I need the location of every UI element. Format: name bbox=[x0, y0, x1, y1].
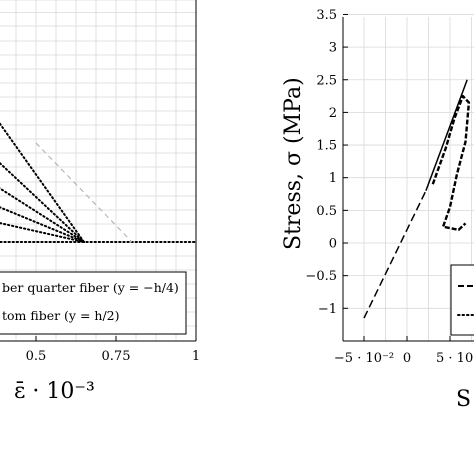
left-x-ticks: 0.5 0.75 1 bbox=[26, 336, 200, 364]
right-y-tick-label-8: 3 bbox=[329, 41, 337, 56]
left-series-line-2 bbox=[0, 187, 85, 243]
left-x-tick-label-0: 0.5 bbox=[26, 349, 47, 364]
right-x-tick-label-2: 5 · 10⁻ bbox=[436, 351, 474, 366]
left-series-line-4 bbox=[0, 222, 85, 243]
left-legend-label-2: tom fiber (y = h/2) bbox=[2, 308, 120, 323]
right-x-ticks: −5 · 10⁻² 0 5 · 10⁻ bbox=[334, 336, 474, 366]
right-y-tick-label-3: 0.5 bbox=[316, 204, 337, 219]
left-series-line-1 bbox=[0, 161, 85, 243]
left-legend-label-1: ber quarter fiber (y = −h/4) bbox=[2, 280, 179, 295]
right-series-line-1 bbox=[425, 79, 468, 192]
right-series-line-2 bbox=[431, 94, 471, 232]
right-y-ticks: −1 −0.5 0 0.5 1 1.5 2 2.5 3 3.5 bbox=[305, 8, 348, 317]
left-x-tick-label-1: 0.75 bbox=[102, 349, 131, 364]
right-y-tick-label-2: 0 bbox=[329, 237, 337, 252]
right-legend bbox=[450, 264, 474, 336]
right-y-tick-label-5: 1.5 bbox=[316, 139, 337, 154]
right-y-tick-label-1: −0.5 bbox=[305, 269, 337, 284]
left-series-line-6 bbox=[35, 142, 133, 243]
right-y-tick-label-0: −1 bbox=[318, 302, 337, 317]
left-series-line-3 bbox=[0, 206, 85, 243]
right-y-tick-label-6: 2 bbox=[329, 106, 337, 121]
right-y-tick-label-4: 1 bbox=[329, 171, 337, 186]
right-series bbox=[363, 79, 471, 319]
left-legend-box bbox=[0, 271, 187, 335]
right-y-tick-label-7: 2.5 bbox=[316, 73, 337, 88]
right-series-line-0 bbox=[363, 190, 427, 319]
right-x-tick-label-0: −5 · 10⁻² bbox=[334, 351, 394, 366]
left-chart: 0.5 0.75 1 ber quarter fiber (y = −h/4) to… bbox=[0, 0, 200, 404]
left-x-axis-label: ε̄ · 10⁻³ bbox=[14, 379, 95, 404]
right-chart: −1 −0.5 0 0.5 1 1.5 2 2.5 3 3.5 −5 · 10⁻² 0 5 · 10⁻… bbox=[281, 8, 474, 412]
right-x-tick-label-1: 0 bbox=[403, 351, 411, 366]
right-legend-box bbox=[450, 264, 474, 336]
right-y-axis-label: Stress, σ (MPa) bbox=[281, 77, 306, 250]
left-x-tick-label-2: 1 bbox=[192, 349, 200, 364]
right-y-tick-label-9: 3.5 bbox=[316, 8, 337, 23]
left-legend: ber quarter fiber (y = −h/4) tom fiber (… bbox=[0, 271, 187, 335]
left-series-line-0 bbox=[0, 122, 85, 243]
right-x-axis-label: S bbox=[456, 387, 471, 412]
left-series bbox=[0, 122, 197, 243]
